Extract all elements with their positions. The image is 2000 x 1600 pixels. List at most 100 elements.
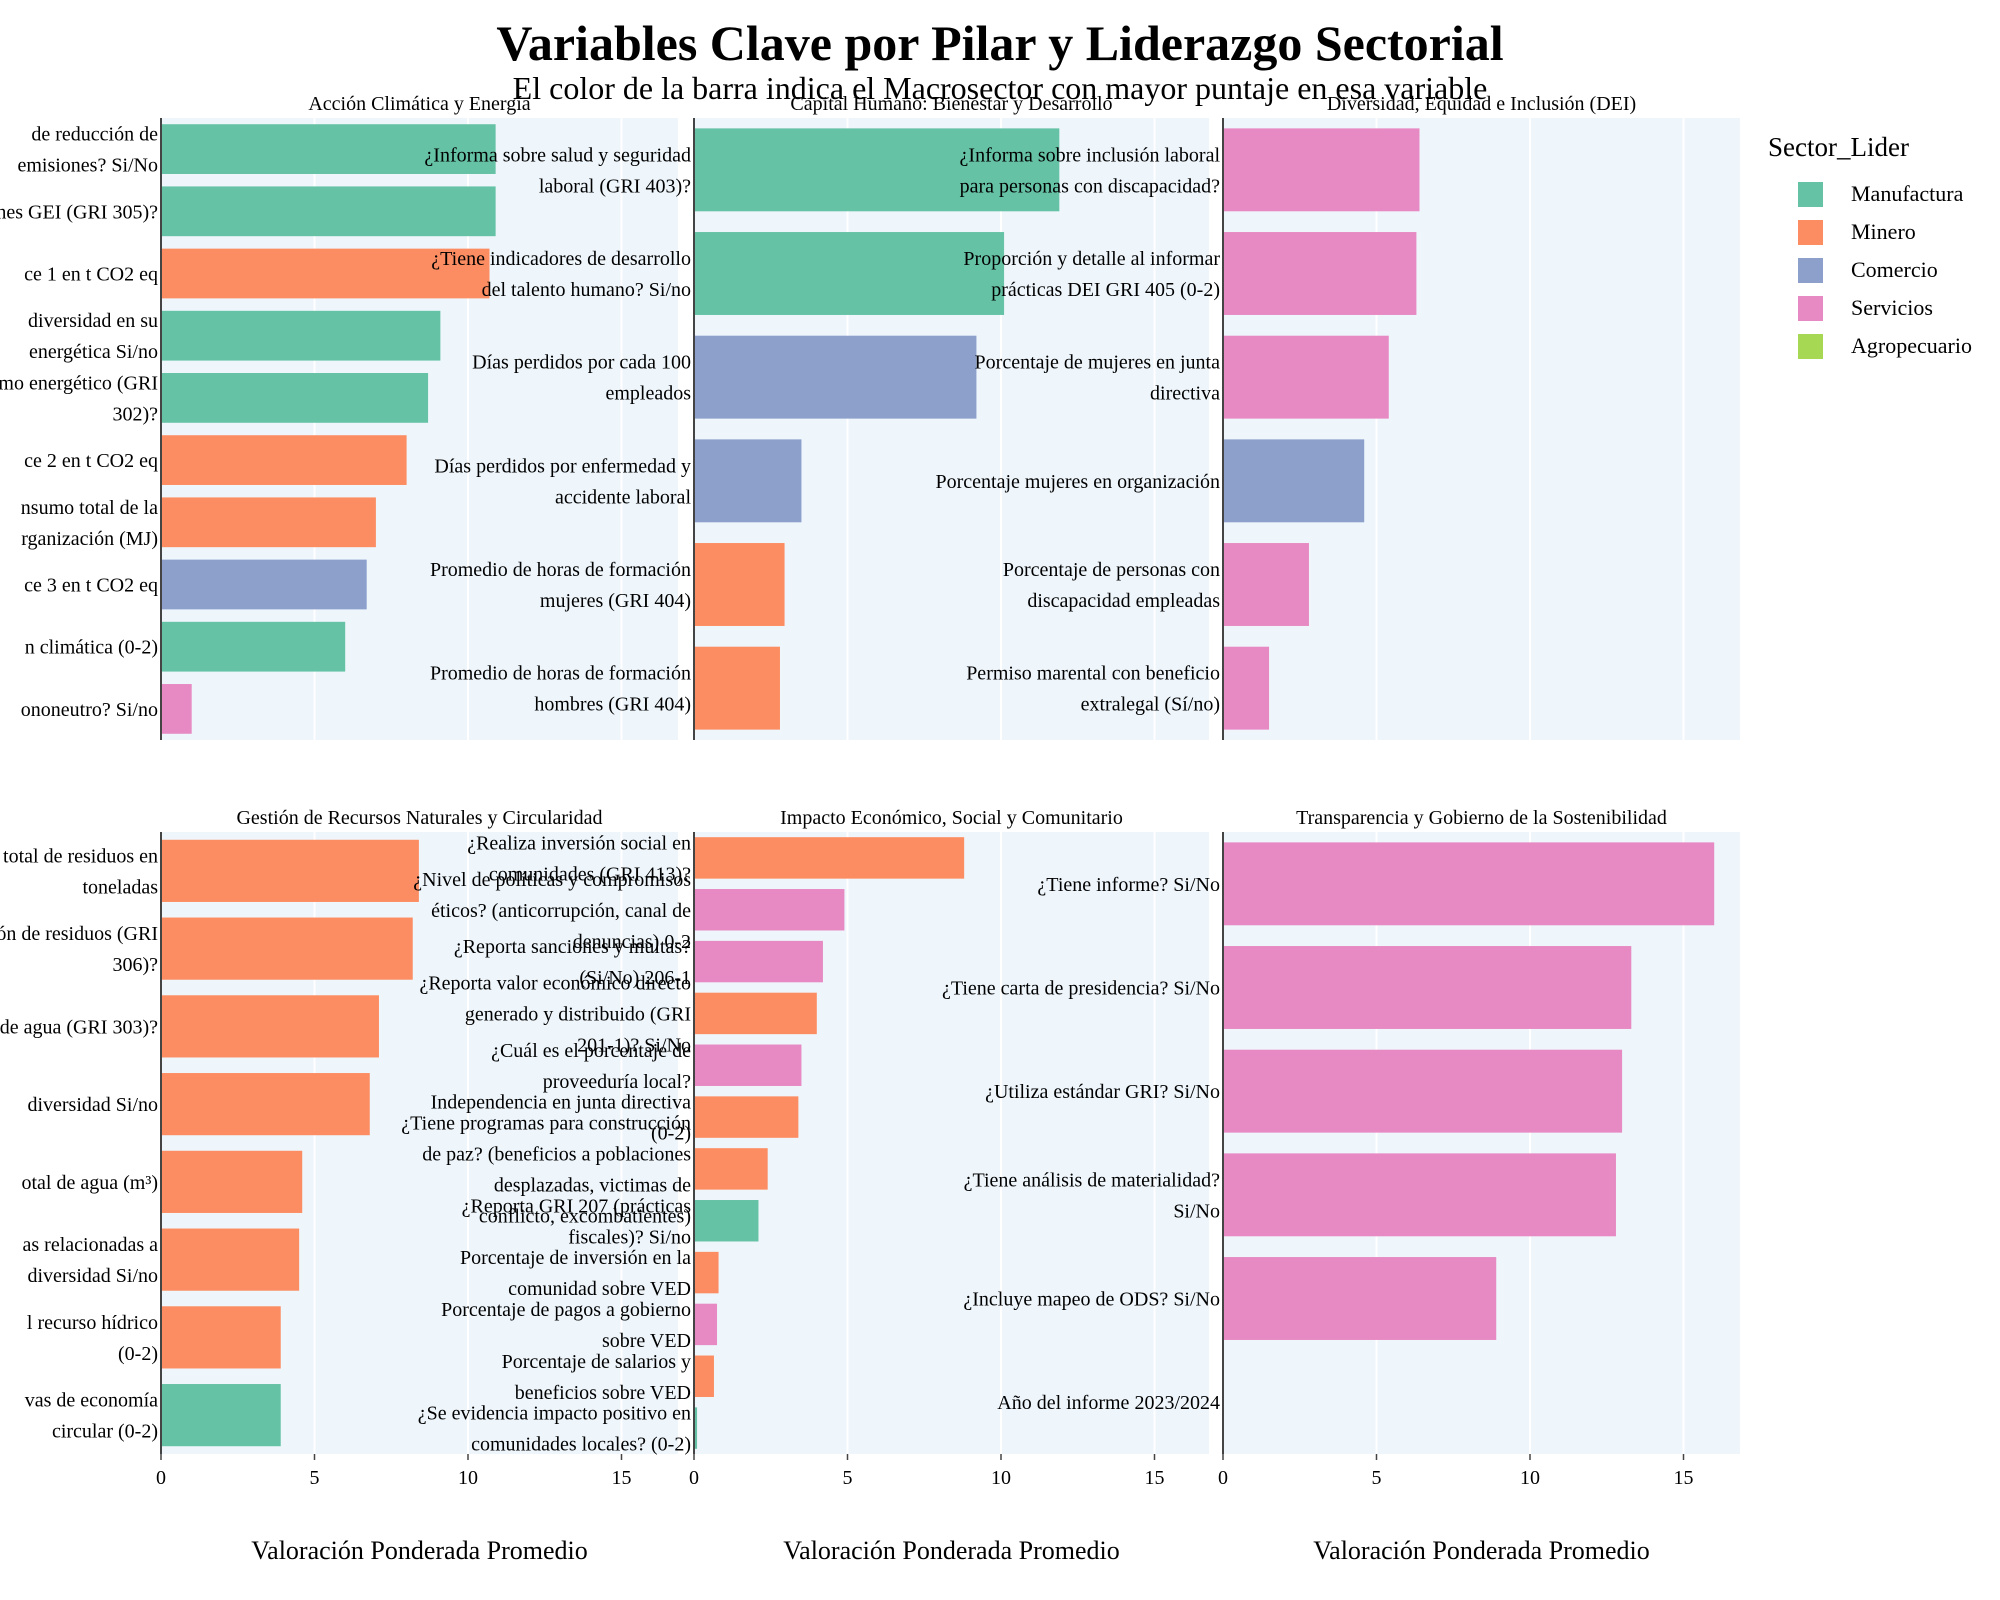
bar (694, 889, 845, 931)
category-label-line: (Si/No) 206-1 (579, 967, 691, 989)
category-label-line: emisiones? Si/No (17, 155, 158, 177)
category-label: ¿Informa sobre salud y seguridad laboral … (424, 144, 691, 197)
category-label: ¿Tiene indicadores de desarrollo del tale… (431, 248, 691, 301)
x-tick-label: 10 (458, 1467, 478, 1489)
category-label-line: fiscales)? Si/no (568, 1226, 691, 1248)
legend-item[interactable]: Agropecuario (1768, 327, 1972, 365)
category-label-line: de paz? (beneficios a poblaciones (422, 1143, 691, 1165)
category-label: Porcentaje de salarios y beneficios sobre… (502, 1351, 691, 1404)
x-axis-label: Valoración Ponderada Promedio (783, 1536, 1119, 1565)
panel-title: Capital Humano: Bienestar y Desarrollo (790, 93, 1112, 115)
category-label-line: Año del informe 2023/2024 (997, 1392, 1220, 1414)
bar (161, 839, 419, 902)
category-label-line: conflicto, excombatientes) (479, 1205, 691, 1227)
category-label-line: diversidad Si/no (27, 1094, 158, 1116)
category-label-line: l recurso hídrico (27, 1312, 158, 1334)
category-label: ¿Cuál es el porcentaje de proveeduría loc… (491, 1040, 691, 1093)
category-label: l recurso hídrico (0-2) (27, 1312, 158, 1365)
category-label: vas de economía circular (0-2) (25, 1390, 158, 1443)
legend-item[interactable]: Comercio (1768, 251, 1972, 289)
bar (161, 310, 441, 361)
category-label-line: beneficios sobre VED (515, 1382, 691, 1404)
bar (1223, 646, 1270, 730)
bar (161, 917, 413, 980)
bar (694, 1407, 698, 1449)
category-label-line: ce 1 en t CO2 eq (24, 264, 158, 286)
category-label-line: éticos? (anticorrupción, canal de (431, 900, 691, 922)
category-label-line: del talento humano? Si/no (482, 279, 691, 301)
category-label-line: hombres (GRI 404) (534, 694, 691, 716)
x-axis-label: Valoración Ponderada Promedio (1313, 1536, 1649, 1565)
category-label-line: ¿Realiza inversión social en (467, 832, 691, 854)
category-label-line: Porcentaje de salarios y (502, 1351, 691, 1373)
x-tick-label: 15 (1674, 1467, 1694, 1489)
category-label-line: as relacionadas a (23, 1234, 159, 1256)
category-label-line: nsumo total de la (21, 497, 158, 519)
bar (1223, 946, 1632, 1029)
bar (1223, 842, 1715, 926)
legend-label: Servicios (1851, 295, 1933, 320)
legend-title: Sector_Lider (1768, 132, 1909, 162)
category-label: diversidad Si/no (27, 1094, 158, 1116)
legend-item[interactable]: Servicios (1768, 289, 1972, 327)
bar (694, 940, 823, 983)
category-label: total de residuos en toneladas (3, 845, 158, 898)
category-label-line: so de agua (GRI 303)? (0, 1016, 158, 1038)
category-label-line: extralegal (Sí/no) (1081, 694, 1220, 716)
category-label-line: ¿Tiene informe? Si/No (1037, 874, 1220, 896)
bar (1223, 1049, 1623, 1133)
category-label-line: otal de agua (m³) (22, 1172, 159, 1194)
category-label-line: ¿Tiene programas para construcción (401, 1112, 691, 1134)
category-label-line: para personas con discapacidad? (960, 175, 1221, 197)
category-label-line: Independencia en junta directiva (431, 1092, 692, 1114)
category-label-line: ¿Informa sobre salud y seguridad (424, 144, 691, 166)
category-label-line: 302)? (112, 403, 158, 425)
x-tick-label: 15 (1145, 1467, 1165, 1489)
category-label: nsumo total de la rganización (MJ) (21, 497, 158, 550)
bar (694, 232, 1005, 315)
category-label-line: denuncias) 0-2 (573, 931, 691, 953)
x-tick-label: 5 (310, 1467, 320, 1489)
legend-item[interactable]: Minero (1768, 213, 1972, 251)
category-label-line: Porcentaje de pagos a gobierno (441, 1299, 691, 1321)
category-label-line: Porcentaje mujeres en organización (935, 471, 1220, 493)
category-label: ¿Tiene informe? Si/No (1037, 874, 1220, 896)
bar (161, 684, 192, 734)
bar (161, 124, 496, 174)
category-label-line: ¿Tiene carta de presidencia? Si/No (942, 978, 1220, 1000)
bar (694, 646, 780, 730)
legend-swatch (1798, 295, 1823, 321)
category-label-line: comunidades locales? (0-2) (471, 1434, 691, 1456)
category-label-line: ¿Se evidencia impacto positivo en (418, 1403, 691, 1425)
legend-items: Manufactura Minero Comercio Servicios Agrope… (1768, 175, 1972, 365)
category-label-line: total de residuos en (3, 845, 158, 867)
category-label: Permiso marental con beneficio extralegal… (966, 663, 1220, 716)
bar (694, 335, 977, 419)
category-label-line: Porcentaje de inversión en la (460, 1247, 691, 1269)
category-label-line: ¿Utiliza estándar GRI? Si/No (985, 1081, 1220, 1103)
category-label-line: siones GEI (GRI 305)? (0, 201, 158, 223)
category-label-line: sumo energético (GRI (0, 372, 158, 394)
bar (161, 621, 346, 672)
x-tick-label: 0 (1218, 1467, 1228, 1489)
x-tick-label: 10 (1520, 1467, 1540, 1489)
category-label-line: Porcentaje de mujeres en junta (975, 352, 1221, 374)
category-label-line: Porcentaje de personas con (1003, 559, 1220, 581)
category-label-line: comunidad sobre VED (508, 1278, 691, 1300)
legend-label: Manufactura (1851, 181, 1964, 206)
category-label-line: 306)? (112, 954, 158, 976)
category-label-line: (0-2) (651, 1123, 691, 1145)
bar (694, 439, 802, 523)
panel-title: Transparencia y Gobierno de la Sostenibi… (1296, 807, 1667, 829)
legend-item[interactable]: Manufactura (1768, 175, 1972, 213)
category-label-line: Promedio de horas de formación (430, 663, 691, 685)
category-label: Días perdidos por cada 100 empleados (472, 352, 691, 405)
category-label: so de agua (GRI 303)? (0, 1016, 158, 1038)
category-label: as relacionadas a diversidad Si/no (23, 1234, 159, 1287)
category-label-line: prácticas DEI GRI 405 (0-2) (991, 279, 1220, 301)
category-label: diversidad en su energética Si/no (28, 310, 158, 363)
bar (1223, 128, 1420, 212)
category-label: ce 2 en t CO2 eq (24, 450, 158, 472)
legend: Sector_Lider Manufactura Minero Comercio Se… (1768, 132, 1972, 365)
